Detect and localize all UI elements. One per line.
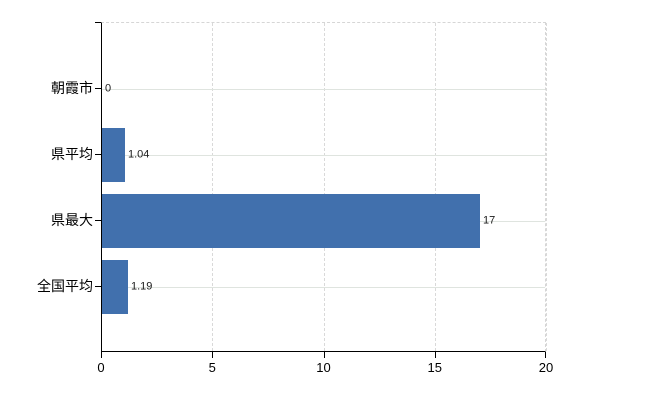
- horizontal-gridline: [102, 89, 545, 90]
- category-tick: [95, 220, 101, 221]
- horizontal-gridline: [102, 287, 545, 288]
- vertical-gridline: [546, 23, 547, 351]
- category-label: 県最大: [51, 212, 93, 228]
- bar[interactable]: [102, 260, 128, 314]
- bar-value-label: 17: [483, 214, 496, 227]
- y-axis-top-cap-tick: [95, 22, 101, 23]
- bar-value-label: 0: [105, 82, 112, 95]
- category-label: 全国平均: [37, 278, 93, 294]
- x-axis-tick-label: 10: [316, 360, 331, 375]
- bar[interactable]: [102, 128, 125, 182]
- x-axis-tick: [434, 352, 436, 358]
- bar-value-label: 1.04: [128, 148, 150, 161]
- category-tick: [95, 286, 101, 287]
- category-tick: [95, 88, 101, 89]
- category-label: 県平均: [51, 146, 93, 162]
- x-axis-tick: [212, 352, 214, 358]
- x-axis-tick-label: 5: [208, 360, 216, 375]
- plot-area: 0 1.04 17 1.19: [101, 22, 547, 352]
- x-axis-tick-label: 15: [427, 360, 442, 375]
- x-axis-tick: [323, 352, 325, 358]
- x-axis-tick-label: 20: [538, 360, 554, 375]
- bar-value-label: 1.19: [131, 280, 153, 293]
- horizontal-gridline: [102, 155, 545, 156]
- bar[interactable]: [102, 194, 480, 248]
- x-axis-tick: [545, 352, 546, 358]
- x-axis-tick: [101, 352, 102, 358]
- vertical-gridline: [323, 23, 325, 351]
- vertical-gridline: [212, 23, 214, 351]
- category-label: 朝霞市: [51, 80, 93, 96]
- vertical-gridline: [434, 23, 436, 351]
- category-tick: [95, 154, 101, 155]
- x-axis-tick-label: 0: [97, 360, 105, 375]
